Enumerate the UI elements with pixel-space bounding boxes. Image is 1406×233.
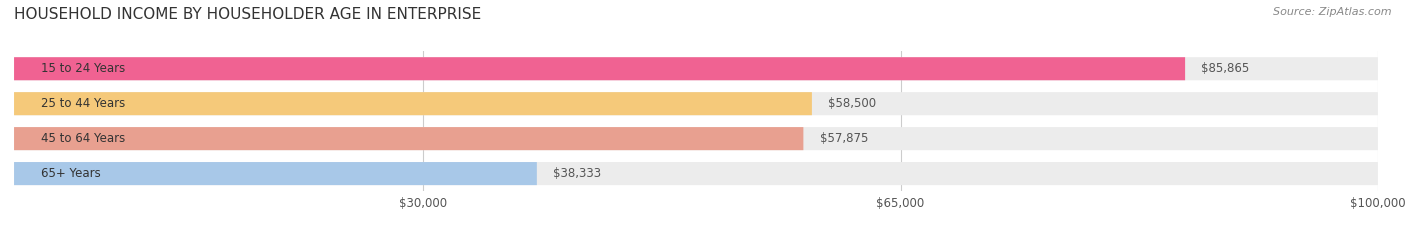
Text: 25 to 44 Years: 25 to 44 Years xyxy=(41,97,125,110)
FancyBboxPatch shape xyxy=(14,57,1185,80)
Text: 65+ Years: 65+ Years xyxy=(41,167,101,180)
Text: $57,875: $57,875 xyxy=(820,132,868,145)
FancyBboxPatch shape xyxy=(14,162,1378,185)
Text: $38,333: $38,333 xyxy=(553,167,602,180)
Text: 15 to 24 Years: 15 to 24 Years xyxy=(41,62,125,75)
FancyBboxPatch shape xyxy=(14,127,803,150)
Text: 45 to 64 Years: 45 to 64 Years xyxy=(41,132,125,145)
FancyBboxPatch shape xyxy=(14,92,1378,115)
Text: HOUSEHOLD INCOME BY HOUSEHOLDER AGE IN ENTERPRISE: HOUSEHOLD INCOME BY HOUSEHOLDER AGE IN E… xyxy=(14,7,481,22)
Text: $58,500: $58,500 xyxy=(828,97,876,110)
Text: $85,865: $85,865 xyxy=(1202,62,1250,75)
Text: Source: ZipAtlas.com: Source: ZipAtlas.com xyxy=(1274,7,1392,17)
FancyBboxPatch shape xyxy=(14,162,537,185)
FancyBboxPatch shape xyxy=(14,57,1378,80)
FancyBboxPatch shape xyxy=(14,127,1378,150)
FancyBboxPatch shape xyxy=(14,92,811,115)
